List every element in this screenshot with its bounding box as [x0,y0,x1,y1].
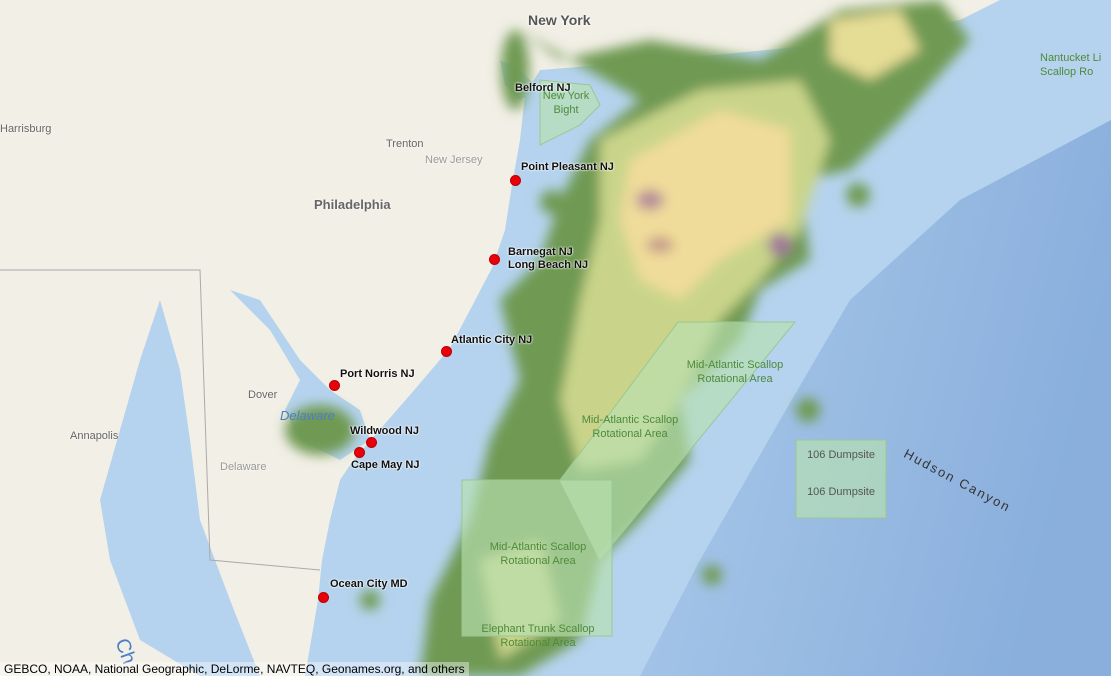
land [0,0,1000,676]
place-label: New Jersey [425,154,483,166]
zone-label: Nantucket Li Scallop Ro [1040,52,1102,78]
zone-new-york-bight[interactable] [539,79,601,146]
place-label: Delaware [220,461,267,473]
state-boundaries [0,269,321,571]
port-label: Port Norris NJ [340,368,415,380]
port-marker[interactable] [318,592,329,603]
zone-label: Elephant Trunk Scallop Rotational Area [481,623,595,649]
zone-106-dumpsite[interactable] [795,439,887,519]
water-label: Delaware [280,408,335,423]
zones-layer [461,79,887,637]
zone-label: New York Bight [542,90,590,116]
place-label: Trenton [386,138,424,150]
port-label: Barnegat NJ [508,246,573,258]
zone-label: Mid-Atlantic Scallop Rotational Area [581,414,679,440]
zone-label: Mid-Atlantic Scallop Rotational Area [686,359,784,385]
port-label: Belford NJ [515,82,571,94]
port-marker[interactable] [354,447,365,458]
port-label: Ocean City MD [330,578,408,590]
port-label: Wildwood NJ [350,425,419,437]
continental-slope [640,120,1111,676]
port-label: Point Pleasant NJ [521,161,614,173]
map-attribution: GEBCO, NOAA, National Geographic, DeLorm… [0,662,469,676]
zone-mid-atlantic-2[interactable] [461,479,613,637]
place-label: Annapolis [70,430,119,442]
port-marker[interactable] [489,254,500,265]
port-marker[interactable] [510,175,521,186]
zone-label: 106 Dumpsite [807,486,875,498]
port-marker[interactable] [441,346,452,357]
port-marker[interactable] [366,437,377,448]
port-label: Long Beach NJ [508,259,589,271]
chesapeake-bay [100,300,260,676]
place-label: Harrisburg [0,123,52,135]
zone-label: 106 Dumpsite [807,449,875,461]
place-label: Philadelphia [314,197,391,212]
port-marker[interactable] [329,380,340,391]
place-label: New York [528,12,591,28]
zone-label: Mid-Atlantic Scallop Rotational Area [489,541,587,567]
place-label: Dover [248,389,278,401]
port-label: Cape May NJ [351,459,420,471]
port-label: Atlantic City NJ [451,334,533,346]
